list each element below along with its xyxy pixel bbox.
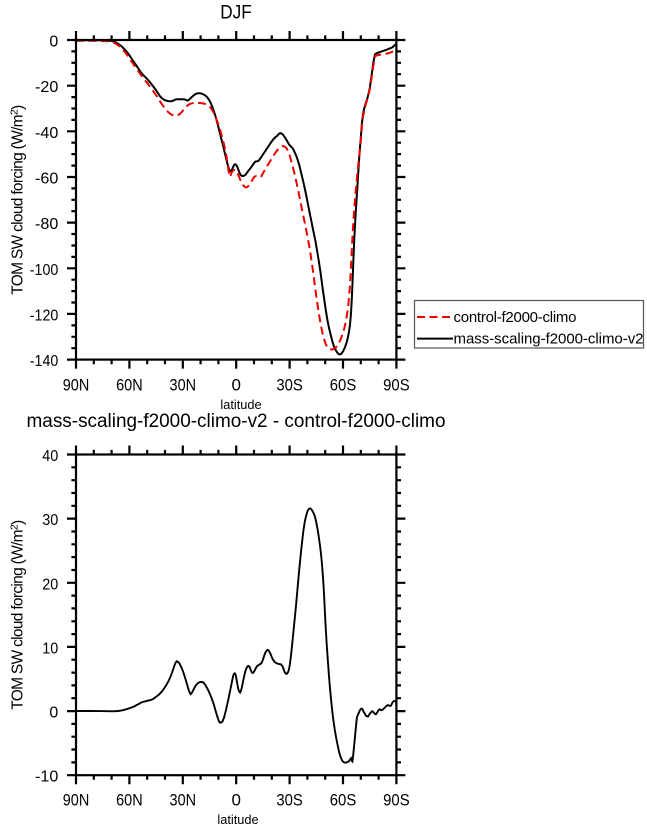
svg-text:0: 0 — [49, 34, 58, 51]
svg-text:TOM SW cloud forcing (W/m2): TOM SW cloud forcing (W/m2) — [9, 520, 27, 710]
svg-text:-60: -60 — [35, 171, 58, 188]
svg-text:-140: -140 — [30, 353, 59, 370]
svg-text:20: 20 — [42, 576, 58, 593]
svg-text:mass-scaling-f2000-climo-v2: mass-scaling-f2000-climo-v2 — [454, 330, 644, 347]
svg-text:30N: 30N — [170, 791, 197, 810]
svg-text:TOM SW cloud forcing (W/m2): TOM SW cloud forcing (W/m2) — [9, 105, 27, 295]
svg-text:30S: 30S — [276, 791, 303, 810]
svg-text:-10: -10 — [35, 769, 58, 786]
svg-text:mass-scaling-f2000-climo-v2 -: mass-scaling-f2000-climo-v2 - control-f2… — [27, 411, 446, 432]
svg-text:90S: 90S — [383, 791, 410, 810]
svg-text:10: 10 — [42, 640, 58, 657]
svg-text:90N: 90N — [63, 376, 90, 395]
svg-text:-20: -20 — [35, 79, 58, 96]
svg-text:0: 0 — [231, 791, 240, 810]
svg-text:30S: 30S — [276, 376, 303, 395]
svg-text:latitude: latitude — [217, 812, 258, 827]
svg-text:30: 30 — [42, 512, 58, 529]
svg-text:90N: 90N — [63, 791, 90, 810]
svg-text:DJF: DJF — [220, 3, 252, 24]
svg-text:-80: -80 — [35, 216, 58, 233]
svg-text:60S: 60S — [330, 791, 357, 810]
svg-text:latitude: latitude — [220, 397, 261, 412]
svg-text:-120: -120 — [30, 307, 59, 324]
svg-text:60N: 60N — [116, 791, 143, 810]
svg-text:30N: 30N — [170, 376, 197, 395]
svg-text:control-f2000-climo: control-f2000-climo — [454, 309, 577, 326]
svg-text:-100: -100 — [30, 262, 59, 279]
svg-text:0: 0 — [49, 705, 58, 722]
svg-text:60N: 60N — [116, 376, 143, 395]
svg-text:90S: 90S — [383, 376, 410, 395]
svg-text:40: 40 — [42, 448, 58, 465]
svg-text:-40: -40 — [35, 125, 58, 142]
svg-text:0: 0 — [231, 376, 240, 395]
svg-text:60S: 60S — [330, 376, 357, 395]
